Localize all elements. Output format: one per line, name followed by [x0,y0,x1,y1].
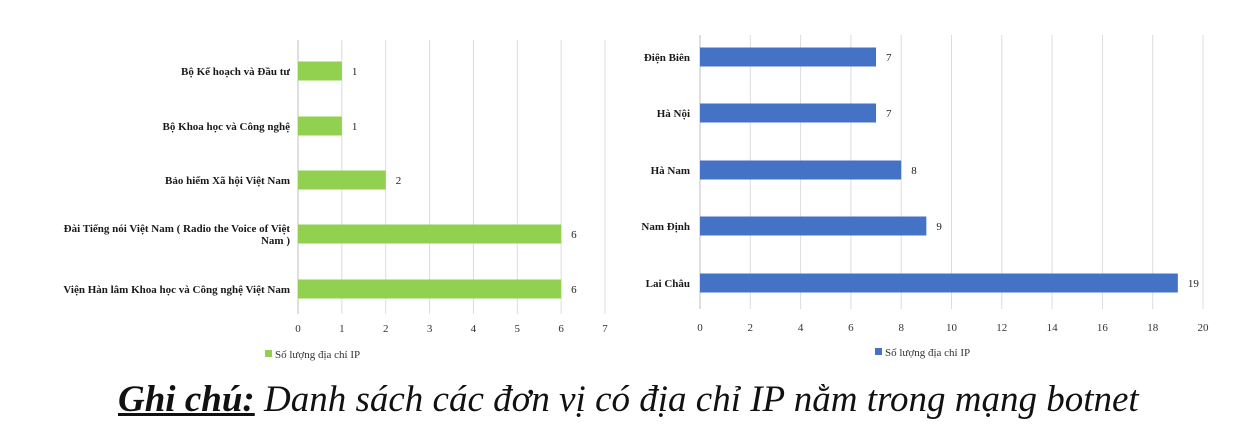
category-label: Bảo hiểm Xã hội Việt Nam [165,175,290,187]
bar [700,273,1178,293]
category-label-line: Hà Nội [657,108,690,120]
category-label-line: Đài Tiếng nói Việt Nam ( Radio the Voice… [64,223,291,235]
data-label: 1 [352,66,358,78]
right-bar-chart: 0 2 4 6 8 10 12 14 16 18 20 Điện Biên 7 Hà Nội 7 Hà Nam… [641,35,1210,359]
x-tick-label: 18 [1147,322,1159,334]
legend-label: Số lượng địa chỉ IP [275,349,360,361]
data-label: 2 [396,175,402,187]
data-label: 19 [1188,278,1200,290]
bar [700,103,877,123]
legend-swatch [875,348,882,355]
category-label: Viện Hàn lâm Khoa học và Công nghệ Việt … [63,284,290,296]
legend-label: Số lượng địa chỉ IP [885,347,970,359]
x-tick-label: 0 [697,322,703,334]
category-label-line: Viện Hàn lâm Khoa học và Công nghệ Việt … [63,284,290,296]
x-tick-label: 2 [383,323,389,335]
bar [298,279,562,299]
category-label: Điện Biên [644,52,690,64]
category-label-line: Bảo hiểm Xã hội Việt Nam [165,175,290,187]
bar [700,160,902,180]
category-label: Bộ Khoa học và Công nghệ [163,121,291,133]
left-bar-chart: 0 1 2 3 4 5 6 7 Bộ Kế hoạch và Đầu tư 1 Bộ Khoa họ… [63,40,608,361]
category-label: Hà Nam [651,165,690,177]
legend-swatch [265,350,272,357]
x-tick-label: 4 [471,323,477,335]
x-tick-label: 6 [558,323,564,335]
data-label: 7 [886,52,892,64]
bar [298,61,342,81]
category-label: Đài Tiếng nói Việt Nam ( Radio the Voice… [64,223,291,247]
category-label: Hà Nội [657,108,690,120]
data-label: 7 [886,108,892,120]
bar [298,224,562,244]
caption-text: Danh sách các đơn vị có địa chỉ IP nằm t… [254,379,1139,420]
category-label-line: Điện Biên [644,52,690,64]
x-tick-label: 14 [1047,322,1059,334]
bar [700,47,877,67]
category-label-line: Nam ) [261,235,290,247]
category-label: Bộ Kế hoạch và Đầu tư [181,66,290,78]
x-tick-label: 4 [798,322,804,334]
x-tick-label: 8 [898,322,904,334]
category-label-line: Lai Châu [646,278,690,290]
x-tick-label: 10 [946,322,958,334]
x-tick-label: 5 [515,323,521,335]
data-label: 1 [352,121,358,133]
category-label-line: Bộ Kế hoạch và Đầu tư [181,66,290,78]
caption: Ghi chú: Danh sách các đơn vị có địa chỉ… [118,378,1243,430]
caption-lead: Ghi chú: [118,379,255,420]
x-tick-label: 3 [427,323,433,335]
x-tick-label: 6 [848,322,854,334]
x-tick-label: 20 [1198,322,1210,334]
x-tick-label: 7 [602,323,608,335]
category-label-line: Nam Định [641,221,690,233]
x-tick-label: 12 [996,322,1007,334]
data-label: 6 [571,284,577,296]
data-label: 9 [936,221,942,233]
x-tick-label: 1 [339,323,345,335]
data-label: 6 [571,229,577,241]
bar [298,116,342,136]
data-label: 8 [911,165,917,177]
bar [298,170,386,190]
category-label-line: Hà Nam [651,165,690,177]
category-label: Lai Châu [646,278,690,290]
category-label: Nam Định [641,221,690,233]
category-label-line: Bộ Khoa học và Công nghệ [163,121,291,133]
x-tick-label: 16 [1097,322,1109,334]
x-tick-label: 0 [295,323,301,335]
x-tick-label: 2 [748,322,754,334]
bar [700,216,927,236]
